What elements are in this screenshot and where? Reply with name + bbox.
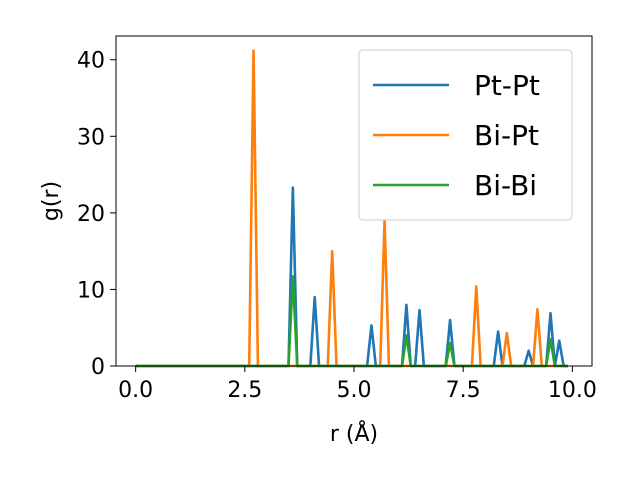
y-tick-label: 0 bbox=[91, 355, 105, 380]
x-tick-label: 7.5 bbox=[446, 378, 481, 403]
x-tick-label: 0.0 bbox=[118, 378, 153, 403]
y-tick-label: 30 bbox=[77, 125, 105, 150]
x-tick-label: 2.5 bbox=[227, 378, 262, 403]
y-axis-title: g(r) bbox=[39, 181, 64, 221]
legend-label: Pt-Pt bbox=[474, 69, 540, 102]
y-tick-label: 20 bbox=[77, 202, 105, 227]
x-axis-title: r (Å) bbox=[330, 420, 378, 447]
legend: Pt-Pt Bi-Pt Bi-Bi bbox=[358, 49, 573, 221]
x-tick-label: 10.0 bbox=[548, 378, 597, 403]
y-axis-ticks: 0 10 20 30 40 bbox=[77, 49, 116, 380]
legend-box bbox=[358, 49, 573, 221]
x-axis-ticks: 0.0 2.5 5.0 7.5 10.0 bbox=[118, 366, 597, 403]
legend-label: Bi-Pt bbox=[474, 119, 539, 152]
legend-label: Bi-Bi bbox=[474, 169, 537, 202]
y-tick-label: 40 bbox=[77, 49, 105, 74]
x-tick-label: 5.0 bbox=[337, 378, 372, 403]
y-tick-label: 10 bbox=[77, 278, 105, 303]
